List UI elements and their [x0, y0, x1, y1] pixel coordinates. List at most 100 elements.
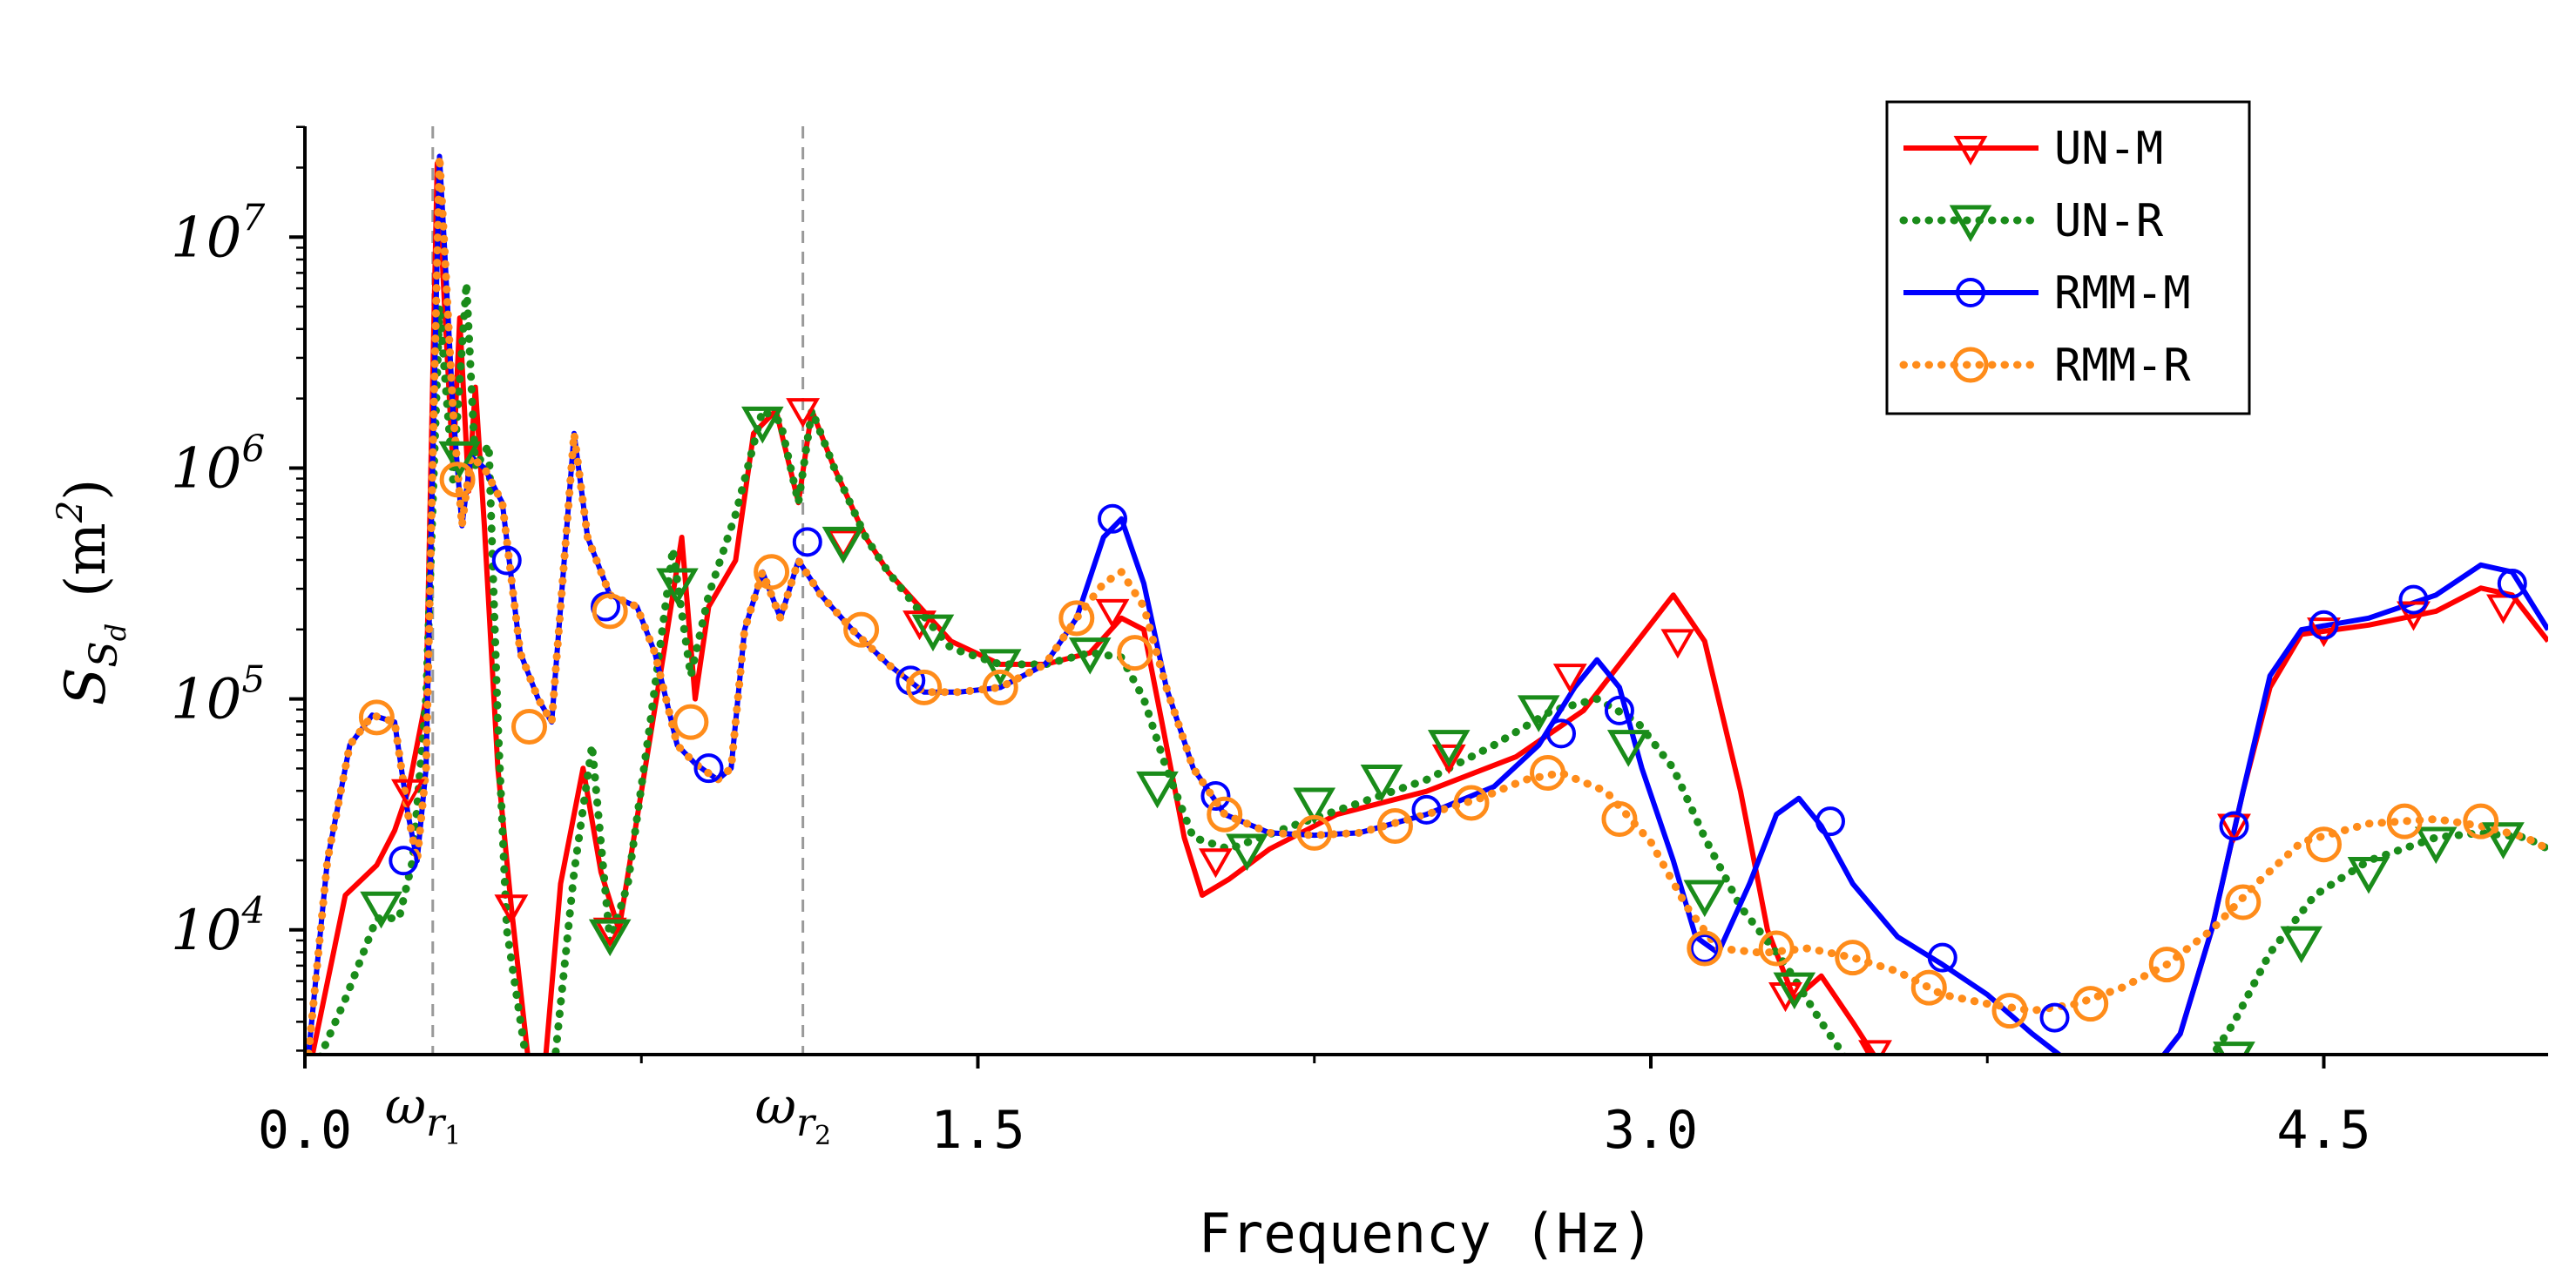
marker-rmm-m: [1927, 942, 1957, 973]
marker-un-r: [360, 891, 402, 929]
marker-rmm-m: [1546, 718, 1576, 749]
marker-rmm-m: [2398, 584, 2429, 615]
marker-un-r: [1517, 695, 1560, 732]
series-line-un-m: [309, 160, 1877, 1055]
y-label-subsub: d: [99, 624, 132, 641]
y-label-unit: (m: [54, 523, 118, 597]
marker-rmm-r: [2148, 947, 2185, 983]
marker-rmm-r: [1835, 940, 1871, 976]
marker-rmm-m: [1815, 806, 1845, 837]
marker-un-r: [1683, 880, 1727, 918]
marker-un-r: [911, 614, 955, 652]
marker-rmm-r: [1530, 754, 1566, 791]
y-tick-label: 106: [171, 427, 265, 501]
y-label-unit-sup: 2: [51, 501, 91, 523]
marker-rmm-r: [358, 699, 395, 736]
legend-label-un-m: UN-M: [2054, 123, 2163, 175]
marker-rmm-r: [906, 669, 943, 705]
marker-rmm-m: [389, 846, 419, 876]
marker-un-m: [2217, 813, 2251, 844]
marker-un-r: [1068, 637, 1112, 675]
x-tick-label: 1.5: [930, 1100, 1024, 1161]
marker-un-m: [1095, 598, 1130, 629]
marker-un-r: [821, 526, 865, 564]
marker-un-r: [1226, 833, 1268, 872]
legend-box: [1885, 100, 2251, 415]
marker-rmm-r: [2225, 884, 2262, 920]
marker-rmm-r: [673, 704, 709, 740]
x-axis-label: Frequency (Hz): [1199, 1202, 1654, 1265]
y-label-sub: S: [82, 641, 126, 667]
marker-un-m: [1552, 664, 1587, 694]
marker-un-m: [391, 779, 425, 809]
marker-rmm-r: [439, 462, 476, 498]
marker-un-r: [438, 441, 481, 479]
legend-label-rmm-r: RMM-R: [2054, 340, 2191, 392]
marker-rmm-r: [2463, 803, 2499, 839]
y-tick-label: 105: [171, 658, 265, 732]
marker-rmm-r: [982, 669, 1018, 705]
marker-rmm-r: [754, 554, 790, 590]
marker-un-m: [1660, 629, 1695, 659]
marker-un-m: [2307, 617, 2341, 648]
marker-rmm-r: [1058, 600, 1095, 637]
marker-rmm-r: [1687, 930, 1723, 967]
marker-rmm-r: [511, 708, 547, 745]
x-ticks: 0.0 1.5 3.0 4.5: [258, 1055, 2371, 1161]
legend-marker-un-r: [1949, 205, 1992, 243]
marker-un-r: [1606, 730, 1650, 767]
marker-rmm-m: [792, 527, 822, 557]
legend-marker-rmm-m: [1956, 278, 1985, 307]
marker-un-r: [978, 649, 1022, 686]
annotation-label-2: ωr2: [755, 1076, 831, 1151]
marker-un-r: [1360, 764, 1403, 802]
marker-rmm-m: [2039, 1002, 2070, 1033]
marker-rmm-m: [1411, 794, 1442, 825]
marker-un-m: [1199, 848, 1233, 879]
marker-rmm-r: [843, 611, 880, 648]
marker-rmm-r: [2306, 826, 2342, 863]
marker-rmm-m: [491, 545, 522, 576]
marker-rmm-m: [2497, 569, 2527, 599]
x-tick-label: 3.0: [1604, 1100, 1698, 1161]
marker-rmm-r: [1207, 796, 1243, 833]
y-label-base: S: [54, 667, 118, 705]
series-line-un-r-tail: [2208, 828, 2548, 1055]
marker-rmm-m: [1604, 695, 1634, 725]
marker-rmm-m: [1689, 934, 1720, 964]
marker-rmm-m: [1098, 503, 1127, 534]
marker-rmm-m: [2309, 610, 2339, 640]
marker-un-r: [656, 568, 699, 606]
legend-label-rmm-m: RMM-M: [2054, 267, 2191, 320]
marker-un-r: [1293, 787, 1336, 825]
legend-marker-un-m: [1953, 136, 1988, 166]
marker-un-r: [2482, 822, 2525, 860]
marker-rmm-r: [1453, 785, 1490, 821]
marker-un-m: [786, 398, 821, 428]
marker-un-m: [494, 894, 529, 925]
y-tick-label: 104: [171, 889, 265, 963]
marker-rmm-m: [591, 591, 621, 622]
marker-rmm-r: [592, 593, 628, 630]
marker-rmm-m: [1200, 781, 1231, 812]
marker-rmm-r: [1376, 807, 1413, 844]
plot-area: [305, 126, 2548, 1055]
x-tick-label: 4.5: [2276, 1100, 2370, 1161]
series-line-rmm-r: [305, 152, 2548, 1055]
annotation-label-1: ωr1: [385, 1076, 461, 1151]
marker-rmm-m: [693, 753, 724, 784]
x-tick-label: 0.0: [258, 1100, 352, 1161]
marker-un-r: [2280, 926, 2323, 964]
marker-un-r: [1773, 972, 1816, 1010]
marker-un-r: [2213, 1042, 2255, 1055]
y-label-unit-close: ): [54, 479, 118, 501]
marker-un-r: [740, 406, 784, 444]
marker-rmm-m: [2219, 811, 2249, 841]
marker-un-r: [1427, 730, 1471, 767]
marker-rmm-r: [1991, 993, 2028, 1029]
svg-text:SSd(m2): SSd (m2): [51, 479, 132, 706]
series-line-rmm-m-tail: [2160, 562, 2548, 1055]
legend: UN-M UN-R RMM-M RMM-R: [1885, 100, 2251, 415]
series-line-rmm-m: [306, 153, 2064, 1055]
